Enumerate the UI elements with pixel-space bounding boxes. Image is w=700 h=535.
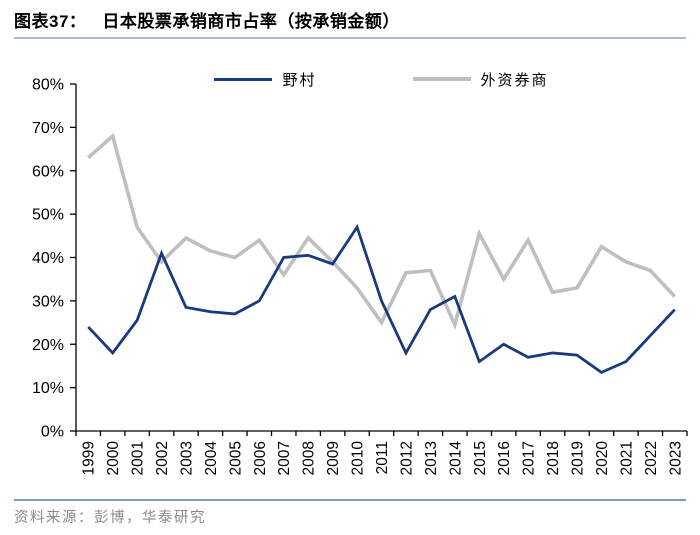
x-tick-label: 2012: [398, 441, 415, 475]
x-tick-labels: 1999 2000 2001 2002 2003 2004 2005 2006 2007 2008…: [81, 441, 685, 476]
y-tick-label: 0%: [41, 424, 64, 441]
chart-legend: 野村 外资券商: [76, 69, 687, 89]
x-tick-label: 2004: [203, 441, 220, 476]
figure-title: 日本股票承销商市占率（按承销金额）: [102, 12, 400, 31]
figure-header: 图表37： 日本股票承销商市占率（按承销金额）: [14, 7, 686, 32]
y-tick-label: 70%: [32, 120, 64, 137]
legend-label-nomura: 野村: [282, 71, 317, 89]
x-tick-label: 2000: [105, 441, 122, 476]
y-tick-labels: 0% 10% 20% 30% 40% 50% 60% 70% 80%: [32, 77, 64, 441]
y-tick-label: 10%: [32, 380, 64, 397]
y-tick-label: 30%: [32, 293, 64, 310]
x-tick-label: 2007: [276, 441, 293, 475]
legend-line-sample-foreign-icon: [412, 77, 471, 81]
figure-label: 图表37：: [14, 12, 87, 31]
x-tick-label: 2002: [154, 441, 171, 475]
x-tick-label: 2005: [227, 441, 244, 475]
x-tick-label: 2003: [178, 441, 195, 475]
x-tick-label: 2023: [667, 441, 684, 475]
x-tick-label: 2008: [301, 441, 318, 475]
y-tick-label: 40%: [32, 250, 64, 267]
legend-item-foreign: 外资券商: [412, 69, 549, 90]
x-tick-label: 2014: [447, 441, 464, 476]
footer-divider: [14, 499, 686, 501]
y-tick-label: 80%: [32, 77, 64, 94]
legend-item-nomura: 野村: [214, 69, 316, 90]
axes: [70, 83, 688, 436]
y-tick-label: 50%: [32, 207, 64, 224]
x-tick-label: 2022: [643, 441, 660, 475]
x-tick-label: 2021: [618, 441, 635, 475]
x-tick-label: 2015: [472, 441, 489, 475]
x-tick-label: 2010: [350, 441, 367, 476]
y-tick-label: 60%: [32, 163, 64, 180]
x-tick-label: 2016: [496, 441, 513, 475]
x-tick-label: 2020: [594, 441, 611, 476]
legend-line-sample-nomura-icon: [214, 77, 273, 81]
x-tick-label: 2006: [252, 441, 269, 475]
x-tick-label: 2001: [130, 441, 147, 475]
series-line-foreign: [87, 132, 677, 331]
series-line-nomura: [87, 223, 676, 375]
x-tick-label: 2018: [545, 441, 562, 475]
x-tick-label: 2009: [325, 441, 342, 475]
x-tick-label: 1999: [81, 441, 98, 475]
x-tick-label: 2017: [521, 441, 538, 475]
x-tick-label: 2011: [374, 441, 391, 474]
x-tick-label: 2019: [570, 441, 587, 475]
y-tick-label: 20%: [32, 337, 64, 354]
legend-label-foreign: 外资券商: [480, 71, 549, 89]
title-underline: [14, 37, 686, 39]
x-tick-label: 2013: [423, 441, 440, 475]
source-note: 资料来源：彭博，华泰研究: [14, 510, 206, 526]
